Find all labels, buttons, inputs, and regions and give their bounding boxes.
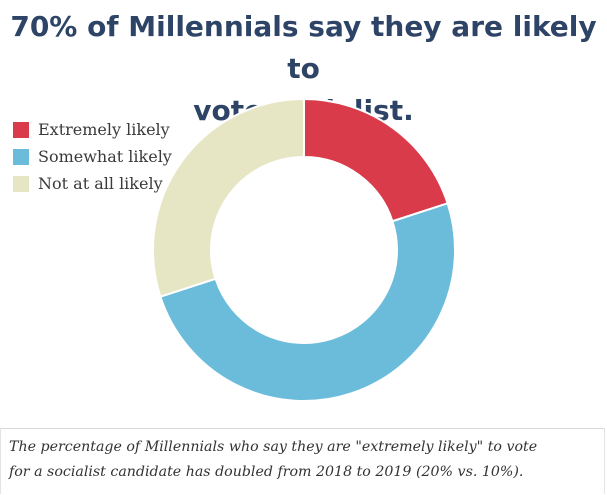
legend-label-not-at-all-likely: Not at all likely — [38, 174, 163, 193]
donut-slice-not-at-all-likely[interactable] — [152, 97, 305, 298]
legend-label-somewhat-likely: Somewhat likely — [38, 147, 172, 166]
chart-legend: Extremely likely Somewhat likely Not at … — [13, 116, 172, 197]
caption-line-2: for a socialist candidate has doubled fr… — [9, 464, 524, 480]
chart-title-line-1: 70% of Millennials say they are likely t… — [10, 10, 597, 85]
caption-line-1: The percentage of Millennials who say th… — [9, 439, 538, 455]
legend-item-somewhat-likely[interactable]: Somewhat likely — [13, 143, 172, 170]
legend-item-extremely-likely[interactable]: Extremely likely — [13, 116, 172, 143]
legend-swatch-somewhat-likely — [13, 148, 29, 165]
legend-label-extremely-likely: Extremely likely — [38, 120, 170, 139]
chart-title: 70% of Millennials say they are likely t… — [0, 6, 607, 132]
donut-slice-extremely-likely[interactable] — [303, 97, 449, 223]
donut-chart — [152, 97, 456, 402]
legend-swatch-extremely-likely — [13, 121, 29, 138]
chart-caption: The percentage of Millennials who say th… — [0, 428, 605, 494]
donut-slice-somewhat-likely[interactable] — [159, 202, 456, 402]
legend-swatch-not-at-all-likely — [13, 175, 29, 192]
legend-item-not-at-all-likely[interactable]: Not at all likely — [13, 170, 172, 197]
